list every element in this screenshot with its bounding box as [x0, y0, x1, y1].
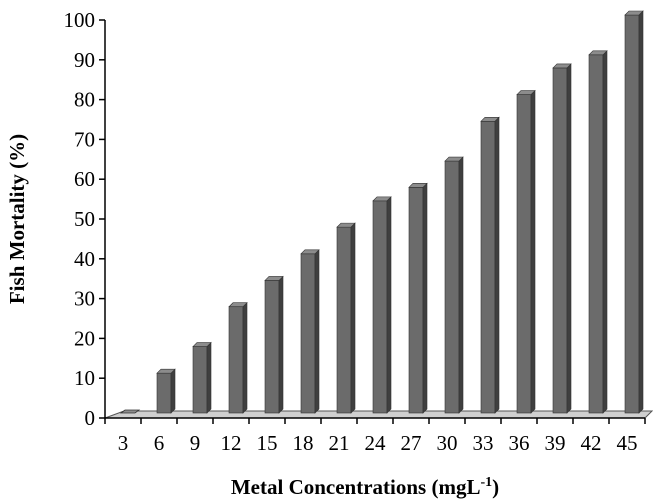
bar-top — [408, 183, 428, 188]
bar-top — [300, 249, 320, 255]
bar-side — [422, 182, 428, 414]
bar-top — [156, 368, 176, 374]
x-tick-label: 21 — [329, 431, 350, 455]
bar-top — [119, 409, 141, 414]
bar-side — [458, 156, 464, 414]
bar-42 — [588, 50, 608, 414]
bar-front — [516, 94, 532, 414]
bar-36 — [516, 89, 536, 414]
bar-top — [228, 302, 248, 308]
bar-side — [494, 116, 500, 414]
bar-side — [170, 368, 176, 414]
x-tick-label: 42 — [581, 431, 602, 455]
bar-side — [206, 341, 212, 414]
bar-front — [264, 280, 280, 414]
x-tick-label: 45 — [617, 431, 638, 455]
x-tick-label: 15 — [257, 431, 278, 455]
bar-27 — [408, 182, 428, 414]
x-tick-label: 36 — [509, 431, 530, 455]
bar-front — [480, 120, 496, 414]
bar-front — [156, 372, 172, 414]
bar-15 — [264, 275, 284, 414]
bar-6 — [156, 368, 176, 414]
bar-24 — [372, 196, 392, 414]
bar-top — [372, 196, 392, 202]
x-tick-label: 18 — [293, 431, 314, 455]
bar-30 — [444, 156, 464, 414]
bar-front — [192, 346, 208, 414]
bar-top — [516, 90, 536, 95]
bar-39 — [552, 63, 572, 414]
bar-front — [300, 253, 316, 414]
bar-33 — [480, 116, 500, 414]
bar-3 — [119, 409, 141, 414]
bar-front — [228, 306, 244, 414]
y-tick-label: 70 — [74, 127, 95, 151]
x-tick-label: 27 — [401, 431, 422, 455]
y-tick-label: 60 — [74, 167, 95, 191]
bar-side — [314, 249, 320, 414]
x-tick-label: 6 — [154, 431, 165, 455]
bar-top — [192, 342, 212, 347]
bar-top — [444, 156, 464, 162]
x-tick-label: 12 — [221, 431, 242, 455]
bar-front — [372, 200, 388, 414]
y-axis-title: Fish Mortality (%) — [5, 134, 29, 304]
bar-side — [638, 10, 644, 414]
y-tick-label: 30 — [74, 287, 95, 311]
bar-front — [624, 14, 640, 414]
y-tick-label: 90 — [74, 48, 95, 72]
bar-12 — [228, 302, 248, 414]
bar-top — [336, 222, 356, 228]
x-tick-label: 9 — [190, 431, 201, 455]
bar-top — [480, 116, 500, 122]
x-axis-title-main: Metal Concentrations (mgL — [231, 475, 481, 499]
x-tick-label: 30 — [437, 431, 458, 455]
bar-side — [242, 302, 248, 414]
bar-top — [552, 63, 572, 69]
x-axis-ticks: 3 6 9 12 15 18 21 24 27 30 33 36 39 42 45 — [104, 418, 646, 455]
x-tick-label: 39 — [545, 431, 566, 455]
bar-18 — [300, 249, 320, 414]
bar-side — [278, 275, 284, 414]
bar-side — [350, 222, 356, 414]
bar-9 — [192, 341, 212, 414]
x-tick-label: 3 — [118, 431, 129, 455]
bar-side — [602, 50, 608, 414]
y-tick-label: 0 — [85, 406, 96, 430]
y-tick-label: 100 — [64, 8, 96, 32]
y-tick-label: 40 — [74, 247, 95, 271]
bar-front — [588, 54, 604, 414]
x-axis-title: Metal Concentrations (mgL-1) — [231, 475, 499, 499]
bar-front — [336, 226, 352, 414]
bar-top — [624, 10, 644, 16]
bar-top — [588, 50, 608, 56]
x-tick-label: 33 — [473, 431, 494, 455]
bar-side — [530, 89, 536, 414]
bar-side — [386, 196, 392, 414]
y-tick-label: 50 — [74, 207, 95, 231]
y-tick-label: 20 — [74, 326, 95, 350]
bar-45 — [624, 10, 644, 414]
x-tick-label: 24 — [365, 431, 387, 455]
bar-top — [264, 276, 284, 281]
y-tick-label: 80 — [74, 88, 95, 112]
bar-front — [444, 160, 460, 414]
x-axis-title-superscript: -1 — [480, 475, 492, 490]
bar-side — [566, 63, 572, 414]
y-tick-label: 10 — [74, 366, 95, 390]
bars — [119, 10, 644, 414]
bar-front — [408, 187, 424, 414]
x-axis-title-close: ) — [492, 475, 499, 499]
y-axis-ticks: 0 10 20 30 40 50 60 70 80 90 100 — [64, 8, 105, 430]
bar-front — [552, 67, 568, 414]
bar-21 — [336, 222, 356, 414]
